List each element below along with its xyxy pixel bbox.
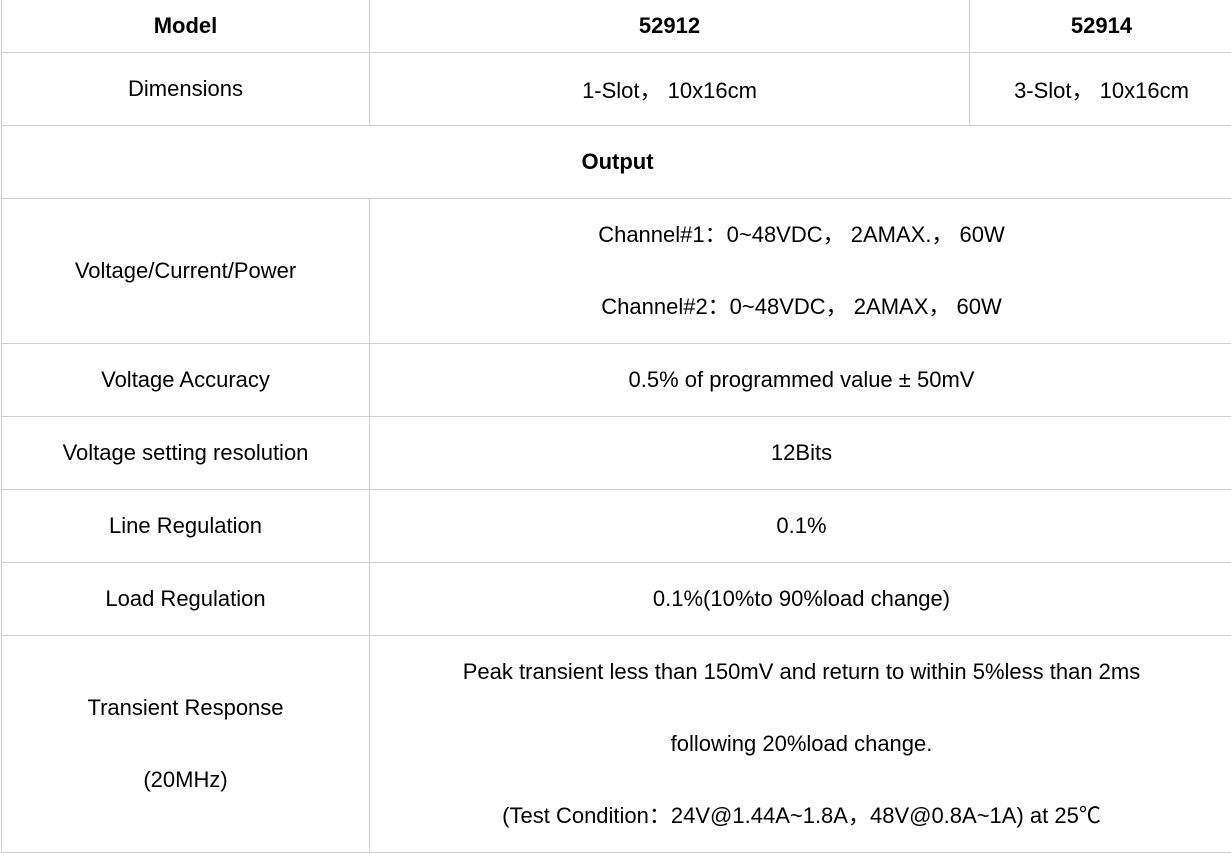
cell-value: 0.1%	[370, 490, 1231, 563]
table-row: Line Regulation 0.1%	[2, 490, 1231, 563]
header-row: Model 52912 52914	[2, 0, 1231, 53]
row-label-line: Transient Response	[2, 672, 369, 744]
row-label: Voltage/Current/Power	[2, 199, 370, 344]
test-condition: (Test Condition：24V@1.44A~1.8A，48V@0.8A~…	[370, 780, 1231, 852]
row-label: Voltage setting resolution	[2, 417, 370, 490]
cell-value: 0.1%(10%to 90%load change)	[370, 563, 1231, 636]
section-heading: Output	[2, 126, 1231, 199]
table-row: Dimensions 1-Slot， 10x16cm 3-Slot， 10x16…	[2, 53, 1231, 126]
table-row: Voltage/Current/Power Channel#1：0~48VDC，…	[2, 199, 1231, 344]
transient-line: following 20%load change.	[370, 708, 1231, 780]
model-header: Model	[2, 0, 370, 53]
row-label: Line Regulation	[2, 490, 370, 563]
channel-1-spec: Channel#1：0~48VDC， 2AMAX.， 60W	[370, 199, 1231, 271]
row-label: Transient Response (20MHz)	[2, 636, 370, 853]
model-52914-header: 52914	[970, 0, 1231, 53]
row-label-line: (20MHz)	[2, 744, 369, 816]
cell-value: 3-Slot， 10x16cm	[970, 53, 1231, 126]
table-row: Load Regulation 0.1%(10%to 90%load chang…	[2, 563, 1231, 636]
channel-2-spec: Channel#2：0~48VDC， 2AMAX， 60W	[370, 271, 1231, 343]
table-row: Voltage setting resolution 12Bits	[2, 417, 1231, 490]
cell-value: Channel#1：0~48VDC， 2AMAX.， 60W Channel#2…	[370, 199, 1231, 344]
row-label: Dimensions	[2, 53, 370, 126]
row-label: Load Regulation	[2, 563, 370, 636]
section-row: Output	[2, 126, 1231, 199]
cell-value: 1-Slot， 10x16cm	[370, 53, 970, 126]
table-row: Voltage Accuracy 0.5% of programmed valu…	[2, 344, 1231, 417]
cell-value: 0.5% of programmed value ± 50mV	[370, 344, 1231, 417]
transient-line: Peak transient less than 150mV and retur…	[370, 636, 1231, 708]
row-label: Voltage Accuracy	[2, 344, 370, 417]
cell-value: Peak transient less than 150mV and retur…	[370, 636, 1231, 853]
model-52912-header: 52912	[370, 0, 970, 53]
table-row: Transient Response (20MHz) Peak transien…	[2, 636, 1231, 853]
cell-value: 12Bits	[370, 417, 1231, 490]
